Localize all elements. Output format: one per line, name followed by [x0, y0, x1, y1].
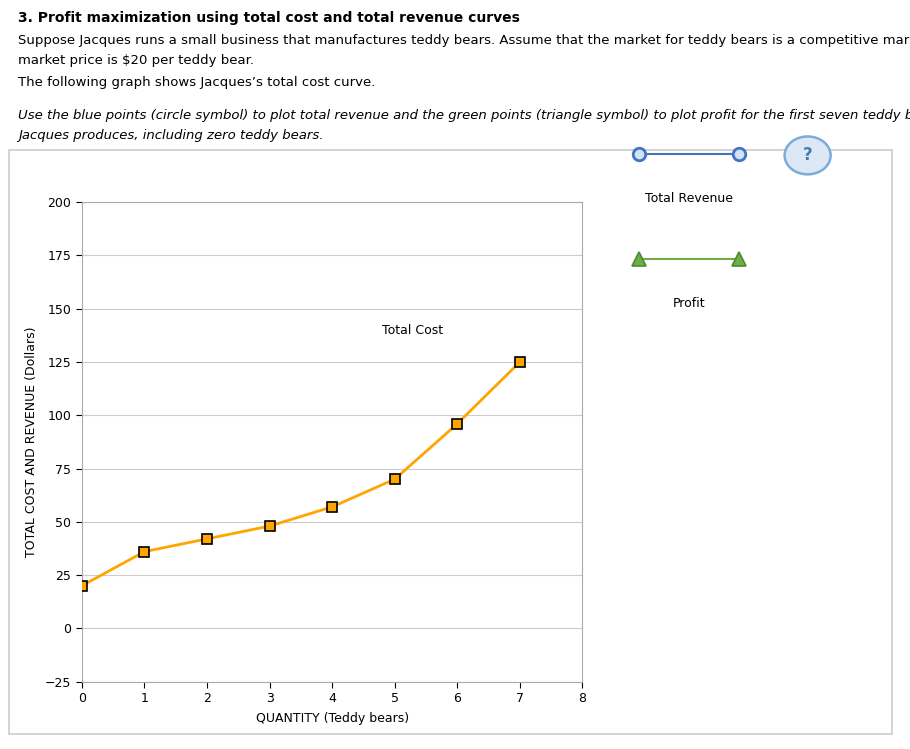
- Text: Profit: Profit: [672, 297, 705, 310]
- Text: Use the blue points (circle symbol) to plot total revenue and the green points (: Use the blue points (circle symbol) to p…: [18, 109, 910, 121]
- Text: market price is $20 per teddy bear.: market price is $20 per teddy bear.: [18, 54, 254, 67]
- Circle shape: [784, 136, 831, 175]
- Text: Jacques produces, including zero teddy bears.: Jacques produces, including zero teddy b…: [18, 129, 324, 142]
- Text: Suppose Jacques runs a small business that manufactures teddy bears. Assume that: Suppose Jacques runs a small business th…: [18, 34, 910, 46]
- Y-axis label: TOTAL COST AND REVENUE (Dollars): TOTAL COST AND REVENUE (Dollars): [25, 327, 38, 557]
- Text: ?: ?: [803, 146, 813, 165]
- X-axis label: QUANTITY (Teddy bears): QUANTITY (Teddy bears): [256, 712, 409, 725]
- Text: Total Revenue: Total Revenue: [645, 192, 733, 204]
- Text: The following graph shows Jacques’s total cost curve.: The following graph shows Jacques’s tota…: [18, 76, 376, 89]
- Text: Total Cost: Total Cost: [382, 324, 443, 337]
- Text: 3. Profit maximization using total cost and total revenue curves: 3. Profit maximization using total cost …: [18, 11, 521, 25]
